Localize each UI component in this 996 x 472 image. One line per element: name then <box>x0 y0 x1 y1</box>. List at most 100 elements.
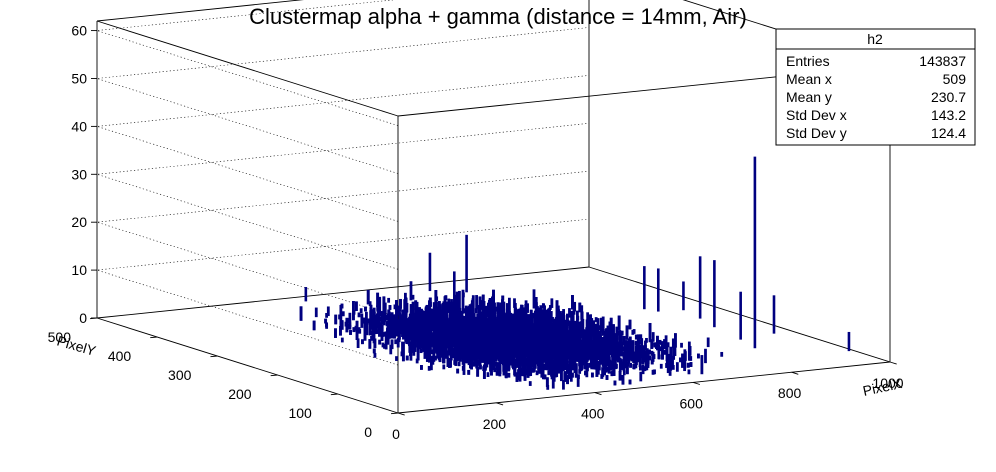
histogram-bar <box>472 330 476 340</box>
histogram-bar <box>393 304 397 310</box>
histogram-bar <box>496 302 500 327</box>
histogram-bar <box>374 314 378 335</box>
histogram-bar <box>401 317 404 338</box>
histogram-bar <box>580 325 584 336</box>
z-gridline-4 <box>96 75 590 222</box>
histogram-bar <box>511 318 515 329</box>
histogram-bars <box>299 156 851 390</box>
histogram-bar <box>578 302 582 313</box>
histogram-bar <box>658 339 662 345</box>
histogram-bar <box>429 349 433 355</box>
histogram-bar <box>387 297 391 303</box>
histogram-bar <box>566 332 570 347</box>
histogram-bar <box>571 295 574 310</box>
histogram-bar <box>413 337 417 352</box>
histogram-bar <box>372 348 376 354</box>
histogram-bar <box>355 320 359 340</box>
histogram-bar <box>462 360 466 375</box>
histogram-bar <box>555 300 559 320</box>
histogram-bar <box>412 350 416 356</box>
histogram-bar <box>340 320 344 330</box>
histogram-bar <box>648 322 652 343</box>
histogram-bar <box>608 321 612 336</box>
histogram-bar <box>579 333 583 339</box>
histogram-bar <box>493 356 497 362</box>
histogram-bar <box>514 310 518 330</box>
histogram-bar <box>314 307 318 318</box>
histogram-bar <box>615 326 619 346</box>
histogram-bar <box>481 294 485 305</box>
histogram-bar <box>359 308 363 314</box>
histogram-bar <box>572 305 576 315</box>
histogram-bar <box>394 322 398 337</box>
histogram-bar <box>376 292 380 308</box>
histogram-bar <box>590 339 594 345</box>
histogram-bar <box>428 300 431 325</box>
histogram-bar <box>428 348 431 363</box>
histogram-bar <box>418 307 421 332</box>
histogram-bar <box>360 313 364 328</box>
histogram-bar <box>324 318 328 324</box>
histogram-bar <box>430 342 434 347</box>
histogram-bar <box>405 355 409 361</box>
histogram-bar <box>507 297 511 313</box>
histogram-bar <box>568 334 572 354</box>
histogram-bar <box>625 325 629 340</box>
histogram-bar <box>545 309 548 329</box>
histogram-bar <box>386 320 390 345</box>
histogram-bar <box>312 320 316 331</box>
histogram-bar <box>585 319 589 334</box>
histogram-bar <box>624 342 627 358</box>
histogram-bar <box>380 311 384 316</box>
histogram-bar <box>475 363 479 369</box>
histogram-bar <box>580 311 584 322</box>
histogram-bar <box>378 339 382 345</box>
histogram-bar <box>410 337 414 352</box>
histogram-bar <box>502 334 506 359</box>
histogram-bar <box>472 361 476 367</box>
histogram-bar <box>506 341 510 362</box>
histogram-bar <box>394 339 398 345</box>
histogram-bar <box>411 301 415 317</box>
histogram-bar <box>519 346 523 366</box>
histogram-bar <box>438 333 442 353</box>
histogram-bar <box>384 335 388 350</box>
histogram-bar <box>463 308 466 314</box>
histogram-bar <box>345 317 349 333</box>
histogram-bar <box>662 344 666 350</box>
histogram-bar <box>454 356 458 366</box>
histogram-bar <box>368 321 372 336</box>
histogram-bar <box>461 333 464 353</box>
histogram-bar <box>558 311 562 331</box>
histogram-bar <box>568 308 571 318</box>
histogram-bar <box>550 298 554 308</box>
histogram-bar <box>516 323 520 348</box>
histogram-bar <box>508 360 512 366</box>
histogram-bar <box>478 348 482 368</box>
histogram-bar <box>341 311 345 317</box>
histogram-bar <box>459 347 462 362</box>
histogram-bar <box>352 327 356 333</box>
histogram-bar <box>431 359 435 365</box>
histogram-bar <box>398 307 402 312</box>
histogram-bar <box>585 347 589 362</box>
histogram-bar <box>622 346 626 352</box>
histogram-bar <box>638 347 641 357</box>
histogram-bar <box>366 289 370 305</box>
histogram-bar <box>455 344 459 355</box>
histogram-bar <box>373 352 377 358</box>
histogram-bar <box>487 347 491 358</box>
histogram-bar <box>401 342 405 362</box>
histogram-bar <box>498 339 502 364</box>
histogram-bar <box>448 341 451 356</box>
histogram-bar <box>650 339 654 349</box>
histogram-bar <box>409 351 413 361</box>
z-gridline-5 <box>96 27 590 174</box>
histogram-bar <box>334 314 338 325</box>
histogram-bar <box>458 290 461 311</box>
histogram-bar <box>470 347 474 362</box>
histogram-bar <box>449 341 453 361</box>
histogram-bar <box>420 310 424 320</box>
histogram-bar <box>531 313 535 319</box>
